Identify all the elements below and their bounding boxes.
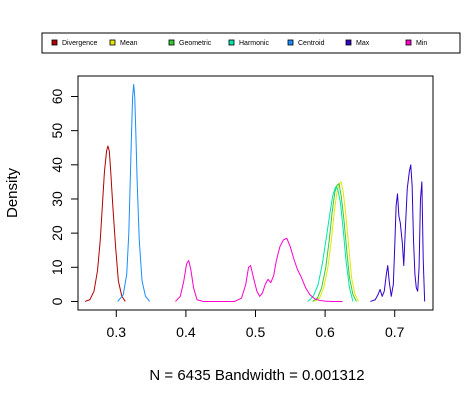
legend-swatch-mean	[109, 39, 116, 46]
x-tick-label: 0.7	[385, 324, 405, 340]
legend-swatch-harmonic	[228, 39, 235, 46]
series-line-geometric	[312, 183, 357, 302]
x-tick-label: 0.4	[176, 324, 196, 340]
y-axis-label: Density	[4, 167, 21, 218]
legend-label-min: Min	[416, 40, 427, 47]
y-tick-label: 20	[49, 225, 65, 241]
y-axis: 0 10 20 30 40 50 60	[49, 88, 79, 305]
series-line-centroid	[117, 84, 151, 302]
x-axis: 0.3 0.4 0.5 0.6 0.7	[107, 309, 405, 340]
legend-swatch-centroid	[287, 39, 294, 46]
y-tick-label: 10	[49, 259, 65, 275]
series-line-max	[370, 164, 426, 302]
density-curves	[84, 84, 426, 302]
x-axis-label: N = 6435 Bandwidth = 0.001312	[149, 367, 364, 384]
legend-swatch-geometric	[168, 39, 175, 46]
legend-label-max: Max	[356, 40, 370, 47]
legend-label-centroid: Centroid	[298, 40, 325, 47]
x-tick-label: 0.5	[246, 324, 266, 340]
series-line-divergence	[84, 145, 126, 302]
y-tick-label: 0	[49, 297, 65, 305]
y-tick-label: 40	[49, 157, 65, 173]
legend-label-geometric: Geometric	[179, 40, 212, 47]
legend-label-mean: Mean	[120, 40, 138, 47]
series-line-harmonic	[307, 186, 354, 302]
x-tick-label: 0.3	[107, 324, 127, 340]
legend-swatch-divergence	[51, 39, 58, 46]
legend: Divergence Mean Geometric Harmonic Centroid M…	[41, 32, 461, 54]
y-tick-label: 50	[49, 123, 65, 139]
legend-box	[41, 32, 461, 54]
legend-swatch-max	[345, 39, 352, 46]
series-line-min	[175, 237, 343, 302]
x-tick-label: 0.6	[315, 324, 335, 340]
legend-label-divergence: Divergence	[62, 40, 98, 47]
legend-swatch-min	[405, 39, 412, 46]
legend-label-harmonic: Harmonic	[239, 40, 269, 47]
y-tick-label: 60	[49, 88, 65, 104]
y-tick-label: 30	[49, 191, 65, 207]
